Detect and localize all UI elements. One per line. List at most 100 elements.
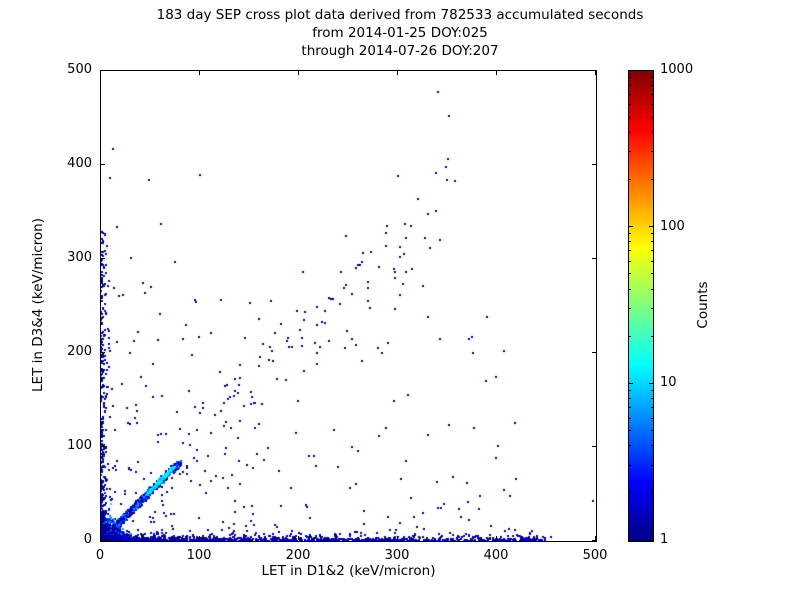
colorbar-minor-tick-right <box>651 273 653 275</box>
y-tick-right <box>592 539 596 541</box>
x-tick <box>396 536 398 540</box>
y-tick <box>101 69 105 71</box>
colorbar-minor-tick <box>629 104 631 106</box>
colorbar-minor-tick <box>629 390 631 391</box>
colorbar-tick <box>629 539 633 541</box>
colorbar-minor-tick-right <box>651 250 653 252</box>
colorbar-minor-tick-right <box>651 260 653 262</box>
colorbar-minor-tick <box>629 445 631 447</box>
colorbar-minor-tick <box>629 84 631 86</box>
y-tick <box>101 539 105 541</box>
colorbar-minor-tick <box>629 76 631 78</box>
chart-title-line-3: through 2014-07-26 DOY:207 <box>301 43 499 59</box>
colorbar-minor-tick-right <box>651 84 653 86</box>
x-tick-label: 300 <box>384 548 410 563</box>
colorbar <box>628 70 654 542</box>
colorbar-minor-tick-right <box>651 417 653 419</box>
colorbar-minor-tick-right <box>651 288 653 290</box>
colorbar-minor-tick-right <box>651 116 653 118</box>
chart-title-line-2: from 2014-01-25 DOY:025 <box>312 25 488 41</box>
x-axis-label: LET in D1&2 (keV/micron) <box>261 563 436 579</box>
y-tick-label: 300 <box>67 250 92 265</box>
scatter-canvas <box>101 71 596 541</box>
x-tick-top <box>594 71 596 75</box>
colorbar-minor-tick <box>629 308 631 310</box>
colorbar-minor-tick <box>629 288 631 290</box>
x-tick-label: 0 <box>95 548 105 563</box>
colorbar-minor-tick <box>629 398 631 400</box>
colorbar-minor-tick-right <box>651 390 653 391</box>
y-tick <box>101 351 105 353</box>
y-tick-label: 400 <box>67 156 92 171</box>
colorbar-tick-label: 100 <box>660 218 685 234</box>
x-tick-top <box>99 71 101 75</box>
colorbar-minor-tick-right <box>651 445 653 447</box>
colorbar-minor-tick-right <box>651 151 653 153</box>
colorbar-tick <box>629 382 633 384</box>
colorbar-tick <box>629 226 633 228</box>
colorbar-minor-tick <box>629 407 631 409</box>
y-tick-label: 100 <box>67 438 92 453</box>
y-tick-right <box>592 351 596 353</box>
colorbar-minor-tick-right <box>651 93 653 95</box>
x-tick-top <box>297 71 299 75</box>
x-tick-top <box>495 71 497 75</box>
colorbar-minor-tick-right <box>651 398 653 400</box>
x-tick <box>594 536 596 540</box>
y-tick-right <box>592 257 596 259</box>
colorbar-minor-tick-right <box>651 233 653 235</box>
colorbar-minor-tick-right <box>651 241 653 243</box>
colorbar-minor-tick-right <box>651 131 653 133</box>
x-tick-label: 400 <box>483 548 509 563</box>
colorbar-minor-tick <box>629 492 631 494</box>
colorbar-minor-tick-right <box>651 335 653 337</box>
y-tick-right <box>592 163 596 165</box>
y-tick-label: 0 <box>83 532 92 547</box>
y-tick-label: 200 <box>67 344 92 359</box>
colorbar-minor-tick <box>629 429 631 431</box>
x-tick-label: 200 <box>285 548 311 563</box>
colorbar-minor-tick-right <box>651 179 653 180</box>
colorbar-minor-tick <box>629 273 631 275</box>
colorbar-minor-tick-right <box>651 76 653 78</box>
colorbar-minor-tick-right <box>651 429 653 431</box>
colorbar-label: Counts <box>695 281 711 329</box>
colorbar-minor-tick <box>629 241 631 243</box>
colorbar-minor-tick <box>629 179 631 180</box>
colorbar-minor-tick <box>629 464 631 466</box>
colorbar-minor-tick <box>629 260 631 262</box>
colorbar-tick <box>629 69 633 71</box>
colorbar-minor-tick <box>629 417 631 419</box>
x-tick <box>297 536 299 540</box>
colorbar-minor-tick <box>629 335 631 337</box>
y-tick-right <box>592 69 596 71</box>
colorbar-tick-right <box>649 539 653 541</box>
y-axis-label: LET in D3&4 (keV/micron) <box>30 218 46 392</box>
colorbar-tick-right <box>649 226 653 228</box>
colorbar-minor-tick <box>629 131 631 133</box>
x-tick <box>198 536 200 540</box>
y-tick <box>101 257 105 259</box>
x-tick-top <box>198 71 200 75</box>
y-tick-label: 500 <box>67 62 92 77</box>
colorbar-minor-tick <box>629 250 631 252</box>
colorbar-tick-label: 10 <box>660 375 677 391</box>
colorbar-minor-tick <box>629 93 631 95</box>
x-tick-label: 500 <box>582 548 608 563</box>
y-tick <box>101 445 105 447</box>
colorbar-minor-tick-right <box>651 407 653 409</box>
x-tick <box>99 536 101 540</box>
colorbar-tick-label: 1000 <box>660 62 694 77</box>
colorbar-minor-tick-right <box>651 308 653 310</box>
y-tick-right <box>592 445 596 447</box>
chart-title-line-1: 183 day SEP cross plot data derived from… <box>156 7 644 23</box>
colorbar-tick-right <box>649 69 653 71</box>
colorbar-tick-right <box>649 382 653 384</box>
colorbar-tick-label: 1 <box>660 532 669 547</box>
colorbar-minor-tick-right <box>651 492 653 494</box>
colorbar-minor-tick <box>629 233 631 235</box>
colorbar-minor-tick-right <box>651 104 653 106</box>
colorbar-minor-tick <box>629 116 631 118</box>
colorbar-minor-tick-right <box>651 464 653 466</box>
